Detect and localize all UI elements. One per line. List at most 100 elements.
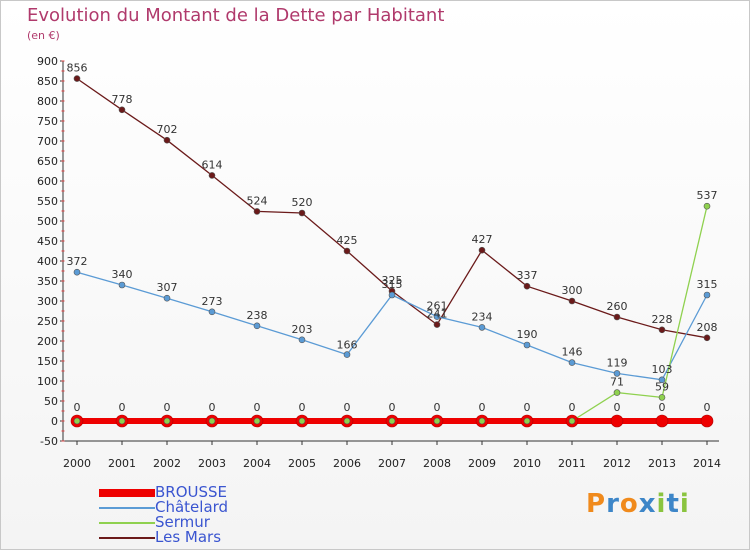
y-tick-label: 50 bbox=[44, 395, 58, 408]
data-point bbox=[613, 370, 621, 377]
data-point bbox=[568, 297, 576, 305]
data-point bbox=[163, 136, 171, 144]
series-line-sermur bbox=[77, 206, 708, 422]
data-point bbox=[208, 308, 216, 316]
logo-letter: x bbox=[638, 489, 657, 519]
data-label-les-mars: 702 bbox=[157, 123, 178, 136]
legend-swatch bbox=[99, 536, 155, 539]
y-tick-label: 150 bbox=[37, 355, 58, 368]
logo-letter: i bbox=[656, 489, 667, 519]
x-tick-label: 2000 bbox=[63, 457, 91, 470]
data-point bbox=[613, 389, 621, 396]
data-point bbox=[118, 417, 126, 425]
data-label-chatelard: 261 bbox=[427, 300, 448, 313]
data-point bbox=[523, 282, 531, 290]
data-label-chatelard: 203 bbox=[292, 323, 313, 336]
data-point bbox=[610, 414, 624, 428]
data-point bbox=[433, 321, 441, 328]
x-tick-label: 2006 bbox=[333, 457, 361, 470]
x-tick-label: 2012 bbox=[603, 457, 631, 470]
x-tick-label: 2011 bbox=[558, 457, 586, 470]
data-label-chatelard: 119 bbox=[607, 356, 628, 369]
data-point bbox=[658, 376, 666, 384]
data-point bbox=[73, 417, 81, 425]
data-point bbox=[118, 106, 126, 114]
data-label-chatelard: 315 bbox=[697, 278, 718, 291]
x-tick-label: 2004 bbox=[243, 457, 271, 470]
data-label-brousse: 0 bbox=[299, 401, 306, 414]
data-label-brousse: 0 bbox=[569, 401, 576, 414]
data-point bbox=[655, 414, 669, 428]
logo-letter: i bbox=[679, 489, 690, 519]
data-label-les-mars: 300 bbox=[562, 284, 583, 297]
y-tick-label: 100 bbox=[37, 375, 58, 388]
data-label-les-mars: 425 bbox=[337, 234, 358, 247]
logo-letter: o bbox=[619, 489, 639, 519]
data-point bbox=[523, 417, 531, 425]
data-label-sermur: 537 bbox=[697, 189, 718, 202]
y-tick-label: 600 bbox=[37, 175, 58, 188]
data-label-les-mars: 260 bbox=[607, 300, 628, 313]
y-tick-label: 800 bbox=[37, 95, 58, 108]
legend-label: Châtelard bbox=[155, 498, 229, 516]
data-label-brousse: 0 bbox=[344, 401, 351, 414]
data-point bbox=[163, 294, 171, 302]
data-label-les-mars: 524 bbox=[247, 194, 268, 207]
x-tick-label: 2005 bbox=[288, 457, 316, 470]
data-point bbox=[298, 209, 306, 217]
y-tick-label: -50 bbox=[40, 435, 58, 448]
data-point bbox=[343, 351, 351, 358]
y-tick-label: 700 bbox=[37, 135, 58, 148]
data-label-chatelard: 146 bbox=[562, 346, 583, 359]
data-point bbox=[253, 417, 261, 425]
data-point bbox=[388, 291, 396, 299]
legend-swatch bbox=[99, 488, 155, 497]
x-tick-label: 2003 bbox=[198, 457, 226, 470]
x-tick-label: 2008 bbox=[423, 457, 451, 470]
x-tick-label: 2002 bbox=[153, 457, 181, 470]
x-tick-label: 2001 bbox=[108, 457, 136, 470]
data-label-les-mars: 520 bbox=[292, 196, 313, 209]
data-point bbox=[343, 247, 351, 255]
logo-letter: r bbox=[606, 489, 620, 519]
y-tick-label: 850 bbox=[37, 75, 58, 88]
data-label-chatelard: 234 bbox=[472, 310, 493, 323]
y-tick-label: 650 bbox=[37, 155, 58, 168]
data-point bbox=[253, 322, 261, 330]
data-point bbox=[478, 246, 486, 254]
data-label-brousse: 0 bbox=[164, 401, 171, 414]
data-label-chatelard: 372 bbox=[67, 255, 88, 268]
data-point bbox=[298, 336, 306, 344]
data-point bbox=[613, 313, 621, 321]
data-label-brousse: 0 bbox=[524, 401, 531, 414]
data-label-brousse: 0 bbox=[614, 401, 621, 414]
legend-item-les mars: Les Mars bbox=[99, 530, 228, 545]
data-point bbox=[208, 417, 216, 425]
chart-title: Evolution du Montant de la Dette par Hab… bbox=[27, 5, 445, 26]
data-label-brousse: 0 bbox=[119, 401, 126, 414]
x-tick-label: 2013 bbox=[648, 457, 676, 470]
y-tick-label: 250 bbox=[37, 315, 58, 328]
data-label-les-mars: 241 bbox=[427, 308, 448, 321]
legend-label: BROUSSE bbox=[155, 483, 228, 501]
data-point bbox=[658, 326, 666, 334]
data-point bbox=[208, 172, 216, 179]
data-point bbox=[433, 313, 441, 320]
data-label-chatelard: 190 bbox=[517, 328, 538, 341]
data-label-brousse: 0 bbox=[254, 401, 261, 414]
data-label-chatelard: 340 bbox=[112, 268, 133, 281]
data-point bbox=[703, 291, 711, 299]
data-point bbox=[568, 359, 576, 366]
y-tick-label: 400 bbox=[37, 255, 58, 268]
x-tick-label: 2009 bbox=[468, 457, 496, 470]
x-tick-label: 2010 bbox=[513, 457, 541, 470]
data-label-chatelard: 307 bbox=[157, 281, 178, 294]
y-tick-label: 200 bbox=[37, 335, 58, 348]
data-point bbox=[478, 324, 486, 331]
data-label-les-mars: 325 bbox=[382, 274, 403, 287]
logo-letter: t bbox=[666, 489, 680, 519]
legend-item-brousse: BROUSSE bbox=[99, 485, 228, 500]
data-label-chatelard: 166 bbox=[337, 339, 358, 352]
proxiti-logo: Proxiti bbox=[586, 489, 690, 519]
